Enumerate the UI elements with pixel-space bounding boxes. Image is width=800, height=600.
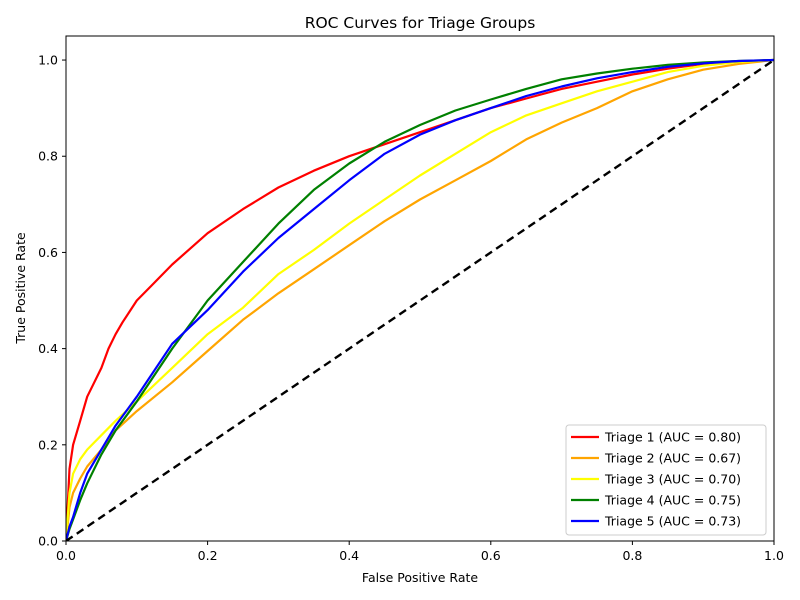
x-tick-label: 0.8 — [622, 548, 642, 563]
y-tick-label: 0.6 — [38, 245, 58, 260]
series-line-triage-2 — [66, 58, 774, 541]
x-tick-label: 0.4 — [339, 548, 359, 563]
series-line-triage-3 — [66, 58, 774, 541]
y-tick-label: 0.0 — [38, 534, 58, 549]
chart-title: ROC Curves for Triage Groups — [305, 14, 536, 32]
legend: Triage 1 (AUC = 0.80) Triage 2 (AUC = 0.6… — [565, 424, 767, 536]
series-line-triage-1 — [66, 58, 774, 541]
legend-entry-triage-3: Triage 3 (AUC = 0.70) — [604, 472, 741, 487]
x-tick-label: 1.0 — [764, 548, 784, 563]
x-tick-label: 0.0 — [56, 548, 76, 563]
legend-entry-triage-4: Triage 4 (AUC = 0.75) — [604, 493, 741, 508]
x-tick-label: 0.6 — [481, 548, 501, 563]
legend-entry-triage-2: Triage 2 (AUC = 0.67) — [604, 451, 741, 466]
legend-entry-triage-1: Triage 1 (AUC = 0.80) — [604, 430, 741, 445]
y-tick-label: 0.4 — [38, 341, 58, 356]
x-axis-label: False Positive Rate — [362, 570, 478, 585]
plot-frame — [65, 35, 775, 542]
legend-entry-triage-5: Triage 5 (AUC = 0.73) — [604, 514, 741, 529]
axes: 0.0 0.2 0.4 0.6 0.8 1.0 0.0 0.2 0.4 0.6 0.8 1.0 — [38, 35, 784, 563]
y-axis-label: True Positive Rate — [13, 232, 28, 345]
legend-box — [565, 424, 767, 536]
series-line-triage-4 — [66, 58, 774, 541]
x-tick-label: 0.2 — [198, 548, 218, 563]
plot-area — [66, 58, 774, 541]
y-tick-label: 1.0 — [38, 53, 58, 68]
y-tick-label: 0.8 — [38, 149, 58, 164]
series-line-triage-5 — [66, 58, 774, 541]
y-tick-label: 0.2 — [38, 437, 58, 452]
